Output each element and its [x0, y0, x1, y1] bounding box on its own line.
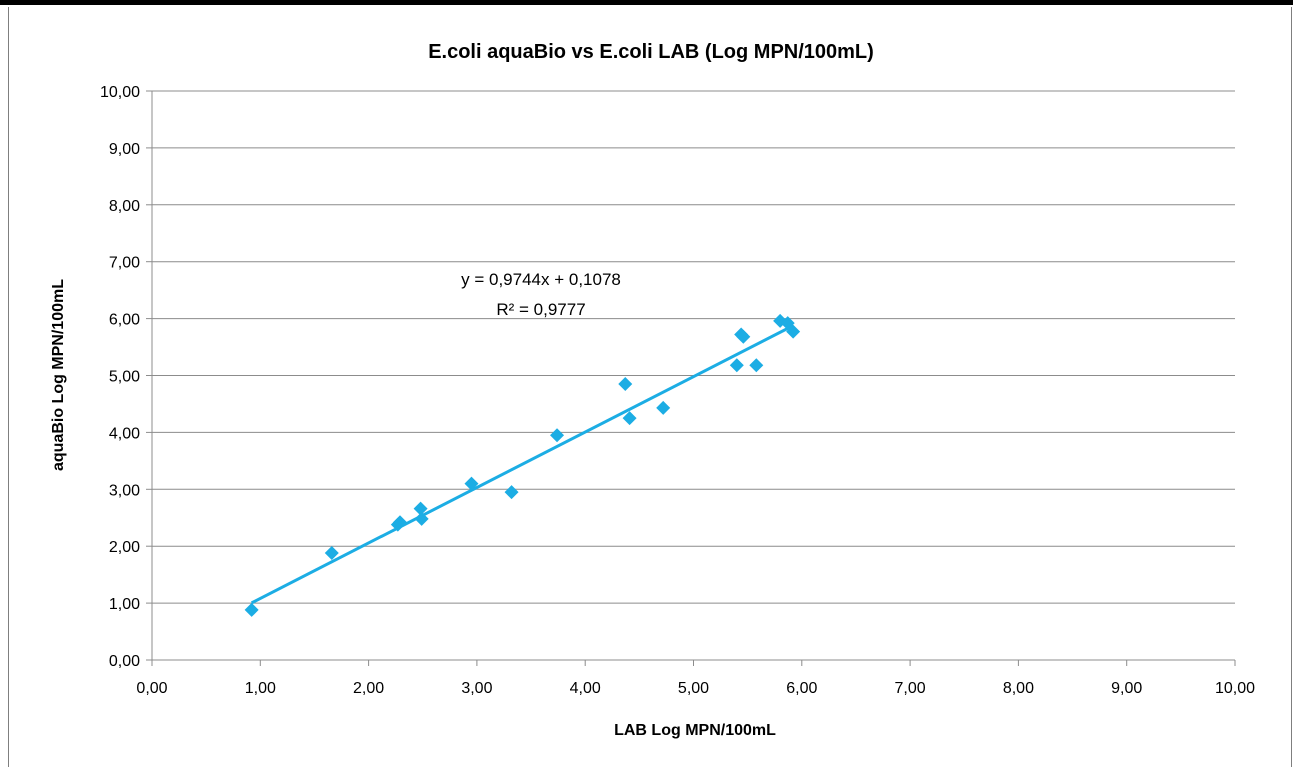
y-tick-label: 4,00: [109, 425, 140, 442]
chart-title: E.coli aquaBio vs E.coli LAB (Log MPN/10…: [428, 41, 874, 63]
y-tick-label: 6,00: [109, 312, 140, 329]
x-tick-label: 8,00: [1003, 680, 1034, 697]
y-tick-label: 0,00: [109, 653, 140, 670]
top-border: [0, 0, 1293, 5]
data-point: [393, 515, 408, 530]
data-point: [324, 546, 339, 561]
x-tick-label: 10,00: [1215, 680, 1255, 697]
data-point: [504, 485, 519, 500]
data-point: [656, 400, 671, 415]
data-point: [736, 329, 751, 344]
x-tick-label: 7,00: [895, 680, 926, 697]
y-tick-label: 3,00: [109, 482, 140, 499]
x-tick-label: 0,00: [136, 680, 167, 697]
y-tick-label: 10,00: [100, 84, 140, 101]
y-tick-label: 5,00: [109, 369, 140, 386]
y-tick-label: 9,00: [109, 141, 140, 158]
data-point: [622, 411, 637, 426]
x-axis-title: LAB Log MPN/100mL: [614, 722, 776, 739]
data-point: [413, 501, 428, 516]
axes: [146, 90, 1236, 666]
data-point: [550, 428, 565, 443]
data-point: [618, 377, 633, 392]
data-point: [414, 511, 429, 526]
data-point: [749, 358, 764, 373]
trendline: [250, 324, 794, 605]
y-tick-labels: 0,00 1,00 2,00 3,00 4,00 5,00 6,00 7,00 8,00 9,00…: [100, 84, 140, 670]
chart-frame: [8, 7, 1292, 767]
data-points: [244, 313, 801, 617]
y-tick-label: 8,00: [109, 198, 140, 215]
x-tick-label: 3,00: [461, 680, 492, 697]
x-tick-label: 5,00: [678, 680, 709, 697]
y-tick-label: 7,00: [109, 255, 140, 272]
data-point: [786, 324, 801, 339]
y-axis-title: aquaBio Log MPN/100mL: [50, 279, 67, 471]
gridlines: [152, 90, 1235, 604]
x-tick-label: 1,00: [245, 680, 276, 697]
x-tick-label: 4,00: [570, 680, 601, 697]
x-tick-label: 2,00: [353, 680, 384, 697]
trendline-group: [250, 324, 794, 605]
x-tick-label: 6,00: [786, 680, 817, 697]
x-tick-labels: 0,00 1,00 2,00 3,00 4,00 5,00 6,00 7,00 8,00 9,00…: [136, 680, 1255, 697]
data-point: [729, 358, 744, 373]
trendline-r-squared: R² = 0,9777: [496, 300, 585, 319]
x-tick-label: 9,00: [1111, 680, 1142, 697]
data-point: [464, 476, 479, 491]
y-tick-label: 1,00: [109, 596, 140, 613]
y-tick-label: 2,00: [109, 539, 140, 556]
trendline-equation: y = 0,9744x + 0,1078: [461, 270, 621, 289]
data-point: [244, 602, 259, 617]
